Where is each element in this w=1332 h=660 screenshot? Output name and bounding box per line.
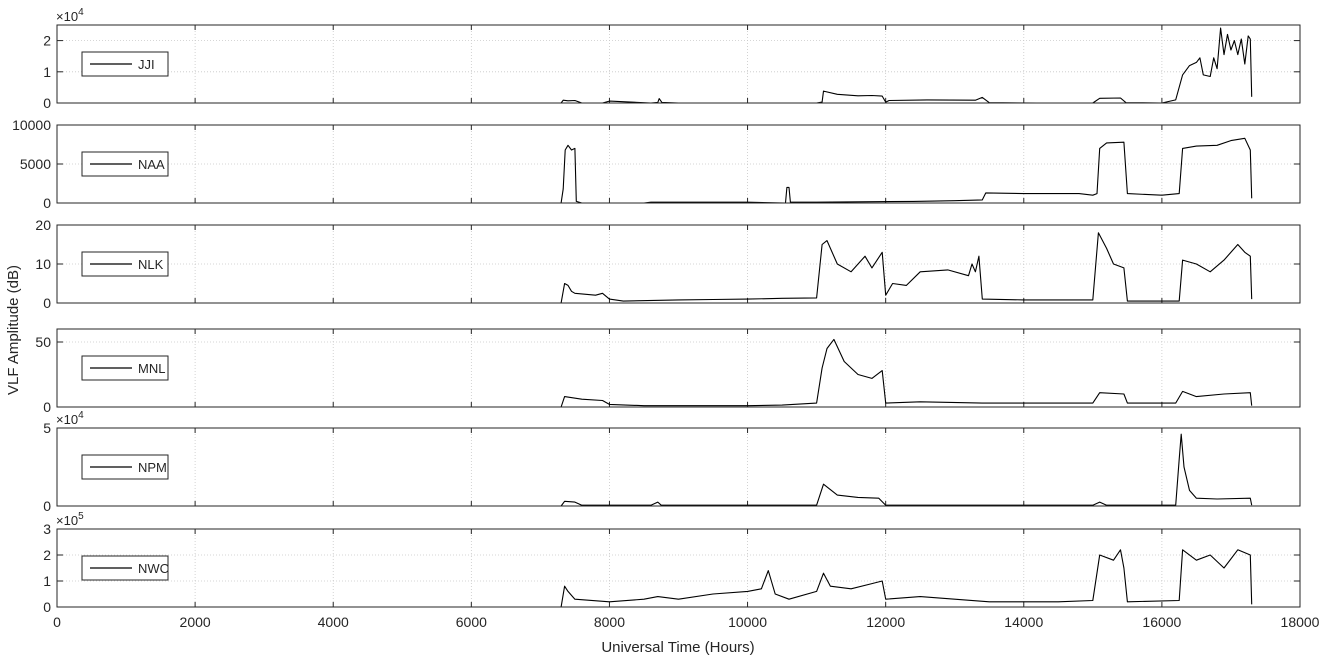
y-axis-label: VLF Amplitude (dB)	[5, 265, 22, 395]
subplots: 012×104JJI0500010000NAA01020NLK050MNL05×…	[12, 7, 1320, 630]
series-line-nwc	[57, 549, 1253, 608]
x-tick-label: 14000	[1004, 614, 1043, 630]
plot-area	[57, 25, 1300, 103]
axes-box	[56, 528, 1301, 608]
y-tick-label: 5000	[20, 156, 51, 172]
x-axis-label: Universal Time (Hours)	[601, 639, 754, 656]
subplot-nlk: 0 10 20 NLK	[35, 217, 1301, 311]
subplot-nwc: 0 1 2 3 ×105 NWC	[43, 511, 1301, 615]
series-line-npm	[57, 433, 1253, 507]
y-tick-label: 0	[43, 195, 51, 211]
y-tick-label: 0	[43, 599, 51, 615]
legend: NPM	[81, 454, 169, 480]
y-tick-label: 5	[43, 420, 51, 436]
legend-label: MNL	[138, 361, 165, 376]
axes-box	[56, 328, 1301, 408]
axes-box	[56, 427, 1301, 507]
subplot-npm: 0 5 ×104 NPM	[43, 410, 1301, 514]
x-tick-label: 0	[53, 614, 61, 630]
subplot-jji: 0 1 2 ×104 JJI	[43, 7, 1301, 111]
x-tick-label: 6000	[456, 614, 487, 630]
y-tick-label: 20	[35, 217, 51, 233]
x-tick-label: 16000	[1142, 614, 1181, 630]
y-tick-label: 10000	[12, 117, 51, 133]
y-tick-label: 1	[43, 573, 51, 589]
plot-area	[57, 329, 1300, 407]
x-tick-label: 4000	[318, 614, 349, 630]
y-tick-label: 50	[35, 334, 51, 350]
axes-box	[56, 124, 1301, 204]
y-tick-label: 1	[43, 64, 51, 80]
legend-label: NPM	[138, 460, 167, 475]
y-tick-label: 2	[43, 547, 51, 563]
series-line-naa	[57, 137, 1253, 204]
y-exponent-label: ×104	[56, 410, 84, 427]
legend-label: JJI	[138, 57, 155, 72]
series-line-nlk	[57, 232, 1253, 304]
legend: NAA	[81, 151, 169, 177]
y-exponent-label: ×104	[56, 7, 84, 24]
y-exponent-label: ×105	[56, 511, 84, 528]
legend: NLK	[81, 251, 169, 277]
x-tick-label: 18000	[1281, 614, 1320, 630]
legend-label: NLK	[138, 257, 164, 272]
legend: MNL	[81, 355, 169, 381]
y-tick-label: 0	[43, 295, 51, 311]
legend: JJI	[81, 51, 169, 77]
subplot-naa: 0 5000 10000 NAA	[12, 117, 1301, 211]
y-tick-label: 0	[43, 95, 51, 111]
legend-label: NWC	[138, 561, 169, 576]
y-tick-label: 10	[35, 256, 51, 272]
plot-area	[57, 529, 1300, 607]
axes-box	[56, 24, 1301, 104]
legend-label: NAA	[138, 157, 165, 172]
subplot-mnl: 0 50 MNL	[35, 328, 1301, 415]
series-line-mnl	[57, 338, 1253, 408]
axes-box	[56, 224, 1301, 304]
x-tick-label: 10000	[728, 614, 767, 630]
x-tick-label: 12000	[866, 614, 905, 630]
x-tick-label: 2000	[180, 614, 211, 630]
y-tick-label: 3	[43, 521, 51, 537]
y-tick-label: 0	[43, 399, 51, 415]
plot-area	[57, 428, 1300, 506]
legend: NWC	[81, 555, 169, 581]
y-tick-label: 2	[43, 33, 51, 49]
y-tick-label: 0	[43, 498, 51, 514]
x-tick-label: 8000	[594, 614, 625, 630]
